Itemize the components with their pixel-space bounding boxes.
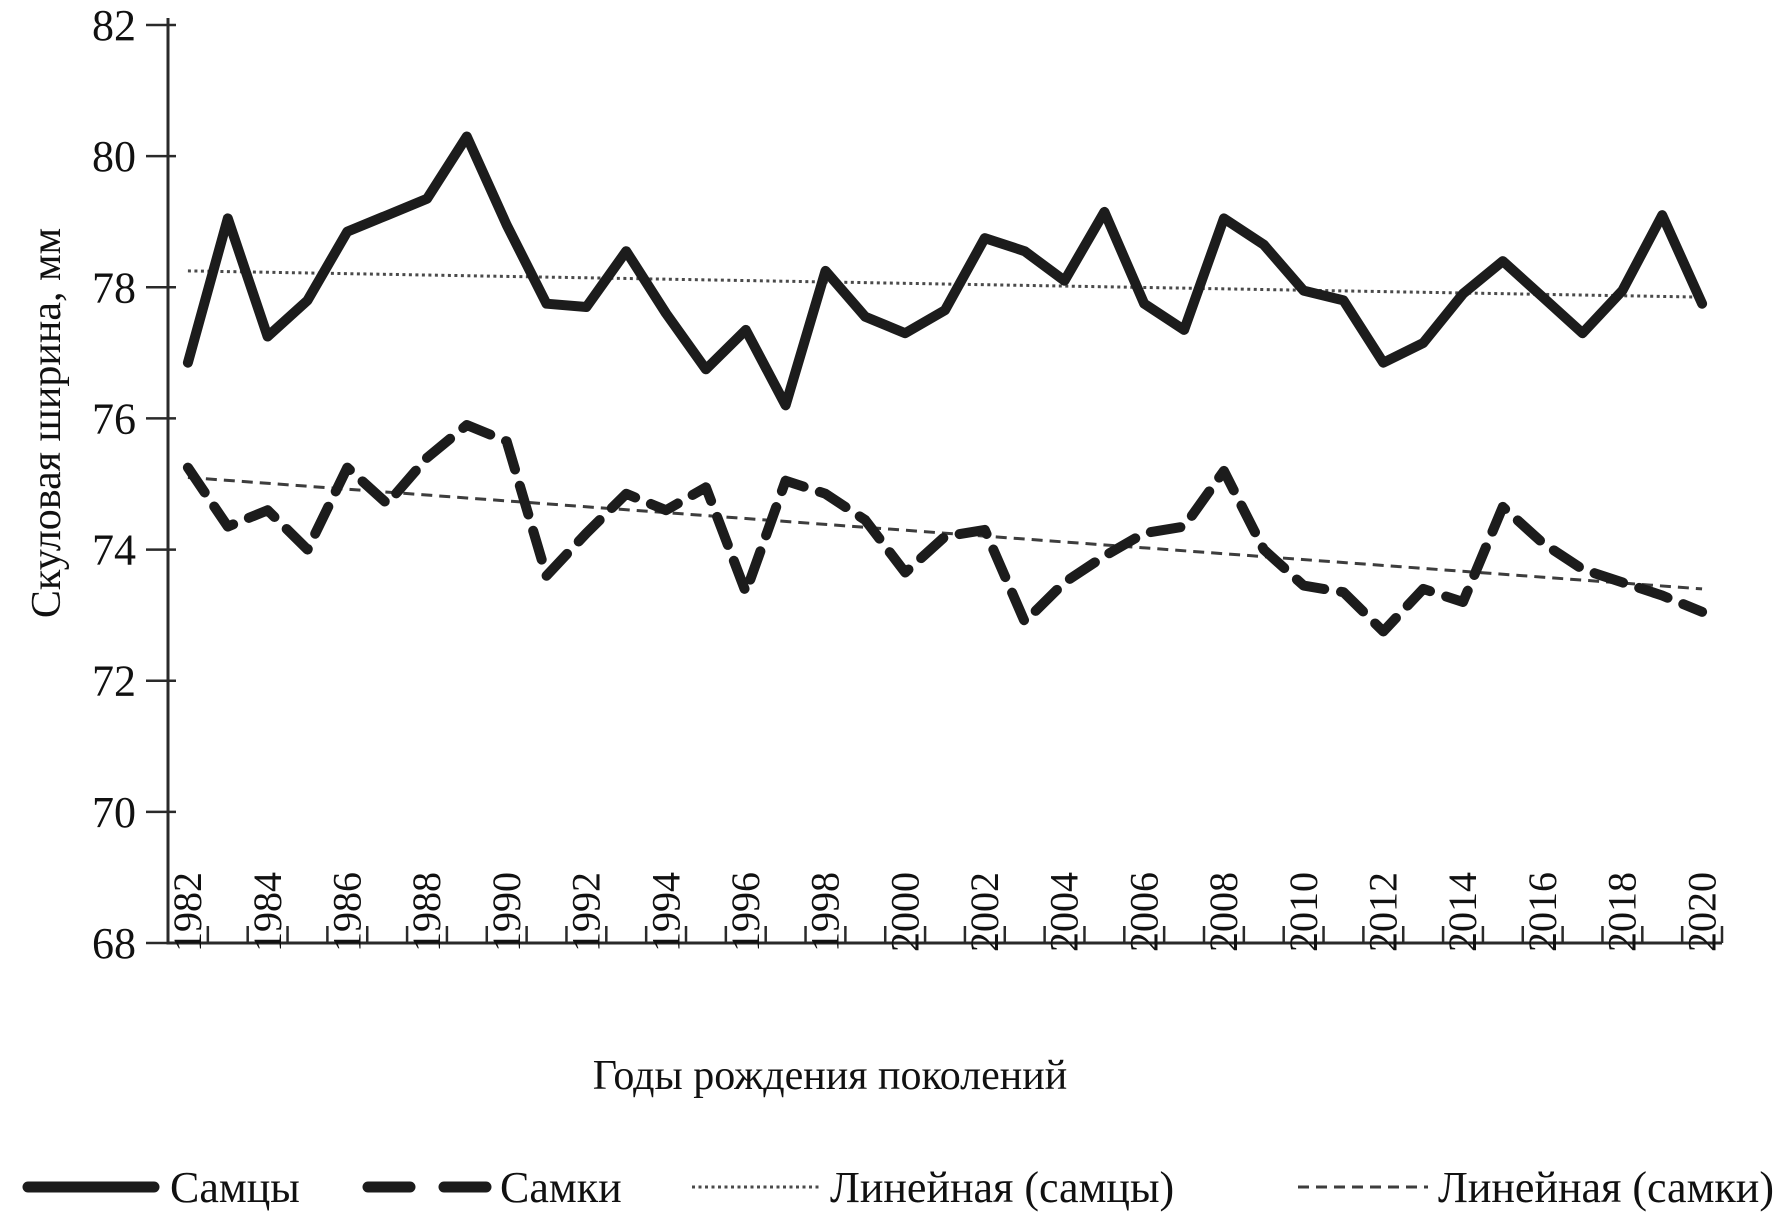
x-axis-tick-label: 2010 [1281, 872, 1326, 952]
x-axis-tick-label: 2014 [1440, 872, 1485, 952]
females-line-swatch-icon [362, 1181, 492, 1193]
x-axis-tick-label: 1982 [165, 872, 210, 952]
y-axis-tick-label: 72 [92, 657, 136, 706]
males-trend-line [187, 269, 1703, 299]
legend-item-trend-females: Линейная (самки) [1296, 1152, 1774, 1222]
legend-item-males: Самцы [20, 1152, 300, 1222]
x-axis-tick-label: 1998 [803, 872, 848, 952]
y-axis-tick-label: 76 [92, 394, 136, 443]
y-axis-tick-label: 70 [92, 788, 136, 837]
legend-item-females: Самки [362, 1152, 622, 1222]
legend: Самцы Самки Линейная (самцы) Линейная (с… [0, 1152, 1782, 1222]
males-line-swatch-icon [22, 1181, 160, 1193]
x-axis-tick-label: 1994 [643, 872, 688, 952]
y-axis-tick-label: 82 [92, 1, 136, 50]
x-axis-tick-label: 1992 [564, 872, 609, 952]
legend-label-trend-females: Линейная (самки) [1438, 1162, 1774, 1212]
x-axis-tick-label: 2012 [1361, 872, 1406, 952]
legend-label-females: Самки [500, 1162, 622, 1212]
x-axis-tick-label: 2006 [1121, 872, 1166, 952]
x-axis-tick-label: 1988 [404, 872, 449, 952]
females-line [182, 420, 1708, 637]
females-trend-line [187, 475, 1703, 591]
x-axis-tick-label: 2004 [1042, 872, 1087, 952]
females-trend-swatch-icon [1298, 1185, 1428, 1189]
y-axis-title: Скуловая ширина, мм [24, 227, 70, 619]
y-axis-tick-label: 68 [92, 919, 136, 968]
legend-item-trend-males: Линейная (самцы) [690, 1152, 1174, 1222]
y-axis-tick-label: 80 [92, 132, 136, 181]
x-axis-tick-label: 1984 [245, 872, 290, 952]
x-axis-tick-label: 2018 [1600, 872, 1645, 952]
legend-label-trend-males: Линейная (самцы) [830, 1162, 1175, 1212]
x-axis-tick-label: 2002 [962, 872, 1007, 952]
x-axis-title: Годы рождения поколений [592, 1053, 1068, 1099]
x-axis-tick-label: 2020 [1679, 872, 1724, 952]
line-chart-canvas: 68 70 72 74 76 78 80 82 1982 1984 1986 1988 1990 1992… [92, 1, 1724, 968]
y-axis-tick-label: 74 [92, 526, 136, 575]
x-axis-tick-label: 2008 [1201, 872, 1246, 952]
x-axis-tick-label: 1986 [325, 872, 370, 952]
legend-label-males: Самцы [170, 1162, 300, 1212]
x-axis-tick-label: 2016 [1520, 872, 1565, 952]
y-axis-tick-label: 78 [92, 263, 136, 312]
x-axis-tick-label: 1990 [484, 872, 529, 952]
males-line [182, 131, 1708, 411]
x-axis-tick-label: 2000 [882, 872, 927, 952]
males-trend-swatch-icon [692, 1185, 820, 1189]
x-axis-tick-label: 1996 [723, 872, 768, 952]
